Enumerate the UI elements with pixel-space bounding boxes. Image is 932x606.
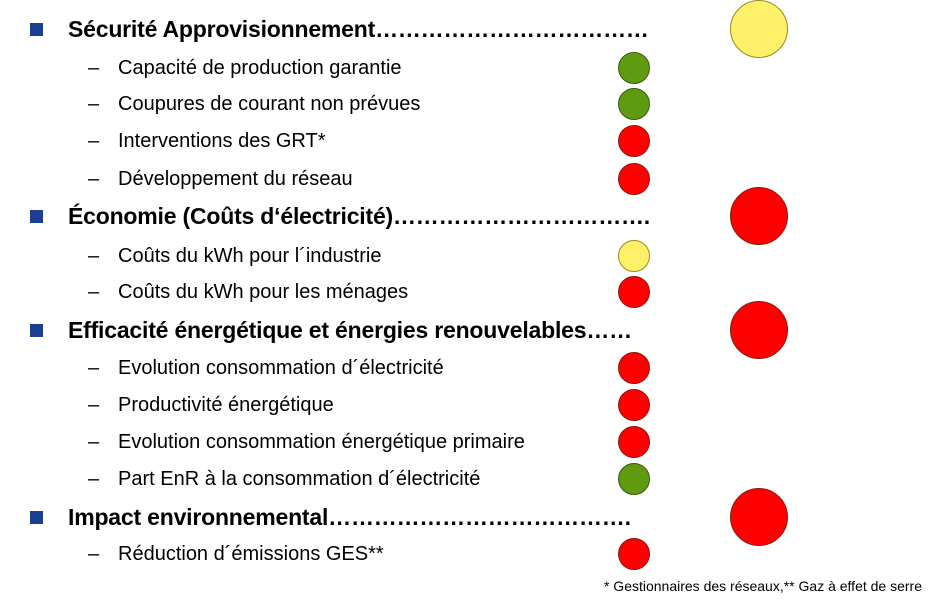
status-indicator [618,163,650,195]
list-item-label: Développement du réseau [118,167,353,190]
status-indicator-large [730,0,788,58]
dash-bullet: – [88,280,100,303]
list-item-label: Coûts du kWh pour l´industrie [118,244,382,267]
list-item-label: Coûts du kWh pour les ménages [118,280,409,303]
status-indicator [618,52,650,84]
status-indicator [618,463,650,495]
status-indicator [618,125,650,157]
dash-bullet: – [88,393,100,416]
list-item-label: Part EnR à la consommation d´électricité [118,467,481,490]
list-item-label: Réduction d´émissions GES** [118,542,384,565]
status-indicator [618,389,650,421]
status-indicator [618,426,650,458]
status-indicator [618,276,650,308]
square-bullet-icon [30,510,43,524]
status-indicator [618,240,650,272]
dash-bullet: – [88,467,100,490]
dash-bullet: – [88,244,100,267]
dash-bullet: – [88,167,100,190]
status-indicator-large [730,488,788,546]
square-bullet-icon [30,323,43,337]
list-item-label: Evolution consommation d´électricité [118,356,444,379]
list-item-label: Evolution consommation énergétique prima… [118,430,525,453]
list-item-label: Productivité énergétique [118,393,334,416]
section-heading-label: Efficacité énergétique et énergies renou… [68,316,632,343]
status-indicator [618,88,650,120]
status-indicator-large [730,301,788,359]
list-item-label: Interventions des GRT* [118,129,326,152]
section-heading-label: Économie (Coûts d‘électricité)…………………………… [68,202,650,229]
status-indicator-large [730,187,788,245]
dash-bullet: – [88,92,100,115]
square-bullet-icon [30,22,43,36]
dash-bullet: – [88,542,100,565]
status-indicator [618,352,650,384]
status-indicator [618,538,650,570]
dash-bullet: – [88,430,100,453]
list-item-label: Coupures de courant non prévues [118,92,421,115]
dash-bullet: – [88,129,100,152]
list-item-label: Capacité de production garantie [118,56,402,79]
dash-bullet: – [88,356,100,379]
footnote: * Gestionnaires des réseaux,** Gaz à eff… [603,578,922,594]
square-bullet-icon [30,209,43,223]
dash-bullet: – [88,56,100,79]
section-heading-label: Impact environnemental…………………………………. [68,503,631,530]
section-heading-label: Sécurité Approvisionnement……………………………… [68,15,649,42]
